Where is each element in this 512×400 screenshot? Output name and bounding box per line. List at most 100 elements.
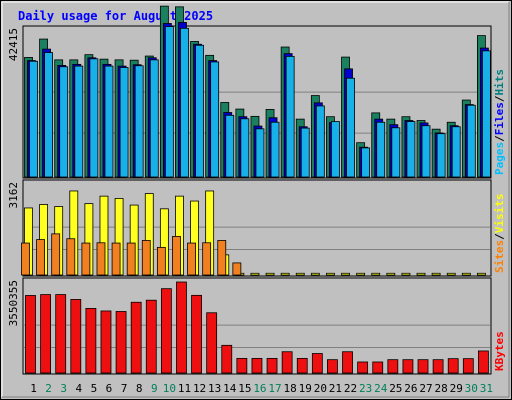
bar-hits-pages-3 [59, 66, 69, 178]
bar-kbytes-kbytes-12 [191, 294, 202, 374]
bar-visits-visits-21 [326, 272, 335, 276]
bar-visits-sites-15 [232, 262, 242, 276]
bar-hits-pages-27 [421, 125, 431, 178]
x-tick-label-15: 15 [238, 382, 251, 395]
x-tick-label-30: 30 [465, 382, 478, 395]
chart-panels: 42415Pages/Files/Hits3162Sites/Visits355… [7, 5, 506, 375]
x-tick-label-31: 31 [480, 382, 493, 395]
x-tick-label-28: 28 [434, 382, 447, 395]
bar-kbytes-kbytes-19 [296, 357, 308, 374]
bar-hits-pages-20 [315, 105, 325, 178]
bar-visits-visits-31 [477, 272, 486, 276]
legend-item-hits: Hits [493, 69, 506, 96]
ymax-label-kbytes: 3550355 [7, 280, 20, 326]
bar-hits-pages-2 [44, 52, 53, 178]
bar-hits-pages-14 [225, 114, 235, 178]
legend-visits: Sites/Visits [493, 194, 506, 274]
bar-kbytes-kbytes-11 [176, 281, 187, 374]
bar-visits-sites-3 [51, 233, 61, 276]
bar-hits-pages-10 [164, 26, 174, 178]
bar-visits-sites-6 [96, 242, 106, 276]
bar-kbytes-kbytes-10 [160, 288, 172, 374]
bar-visits-visits-19 [295, 272, 305, 276]
bar-kbytes-kbytes-9 [145, 299, 157, 374]
bar-hits-pages-23 [361, 147, 371, 178]
x-tick-label-14: 14 [223, 382, 237, 395]
bar-visits-sites-10 [156, 246, 166, 276]
bar-hits-pages-4 [74, 65, 84, 178]
bar-hits-pages-30 [466, 104, 476, 178]
bar-kbytes-kbytes-14 [221, 344, 233, 374]
legend-item-visits: Visits [493, 194, 506, 234]
bar-hits-pages-6 [104, 65, 114, 178]
bar-kbytes-kbytes-22 [342, 351, 353, 374]
bar-visits-sites-5 [81, 242, 91, 276]
bar-kbytes-kbytes-20 [311, 353, 323, 374]
bar-kbytes-kbytes-3 [55, 294, 67, 374]
bar-kbytes-kbytes-21 [327, 359, 338, 374]
x-tick-label-10: 10 [163, 382, 176, 395]
bar-hits-pages-13 [210, 61, 220, 178]
x-tick-label-8: 8 [136, 382, 143, 395]
x-tick-label-29: 29 [450, 382, 463, 395]
bar-hits-pages-8 [134, 65, 144, 178]
legend-separator: / [493, 135, 506, 142]
bar-visits-sites-12 [187, 242, 196, 276]
bar-visits-sites-14 [217, 240, 227, 276]
bar-visits-visits-18 [280, 272, 290, 276]
panel-kbytes: 3550355 KBytes [7, 277, 506, 375]
bar-kbytes-kbytes-4 [70, 299, 82, 374]
bar-visits-visits-22 [341, 272, 350, 276]
x-tick-label-1: 1 [30, 382, 37, 395]
bar-visits-visits-17 [265, 272, 275, 276]
bar-visits-visits-26 [401, 272, 411, 276]
bar-hits-pages-15 [240, 118, 250, 178]
x-tick-label-6: 6 [106, 382, 113, 395]
bar-kbytes-kbytes-7 [115, 311, 127, 374]
bar-visits-visits-25 [386, 272, 396, 276]
bar-kbytes-kbytes-25 [387, 359, 399, 374]
legend-item-kbytes: KBytes [493, 331, 506, 371]
bar-visits-sites-9 [141, 240, 151, 276]
bar-hits-pages-22 [346, 77, 355, 178]
x-tick-label-27: 27 [419, 382, 432, 395]
x-tick-label-17: 17 [268, 382, 281, 395]
bar-visits-sites-11 [172, 236, 181, 276]
bar-visits-visits-28 [431, 272, 441, 276]
legend-item-pages: Pages [493, 142, 506, 175]
x-axis-labels: 1 2 3 4 5 6 7 8 9 10 11 12 13 14 15 16 17 18 19 20 21 22 23 24 2… [30, 382, 493, 395]
bar-kbytes-kbytes-18 [281, 351, 293, 374]
x-tick-label-20: 20 [314, 382, 327, 395]
bar-hits-pages-24 [376, 121, 386, 178]
x-tick-label-22: 22 [344, 382, 357, 395]
bar-kbytes-kbytes-30 [462, 358, 474, 374]
bar-hits-pages-26 [406, 121, 416, 178]
bar-hits-pages-12 [195, 44, 204, 178]
x-tick-label-19: 19 [299, 382, 312, 395]
bar-hits-pages-19 [300, 127, 310, 178]
bar-kbytes-kbytes-2 [40, 294, 51, 374]
legend-separator: / [493, 95, 506, 102]
x-tick-label-18: 18 [284, 382, 297, 395]
bar-kbytes-kbytes-29 [447, 358, 459, 374]
bar-hits-pages-1 [29, 60, 38, 178]
bar-kbytes-kbytes-17 [266, 357, 278, 374]
bar-kbytes-kbytes-1 [25, 295, 36, 374]
bar-hits-pages-17 [270, 121, 280, 178]
bar-hits-pages-29 [451, 126, 461, 178]
legend-separator: / [493, 233, 506, 240]
bar-visits-visits-27 [416, 272, 426, 276]
x-tick-label-12: 12 [193, 382, 206, 395]
x-tick-label-4: 4 [75, 382, 82, 395]
legend-item-files: Files [493, 102, 506, 135]
x-tick-label-7: 7 [121, 382, 128, 395]
legend-hits: Pages/Files/Hits [493, 69, 506, 175]
bar-hits-pages-25 [391, 127, 401, 178]
bar-kbytes-kbytes-27 [417, 359, 429, 374]
x-tick-label-26: 26 [404, 382, 417, 395]
legend-item-sites: Sites [493, 240, 506, 273]
bar-hits-pages-16 [255, 128, 265, 178]
bar-hits-pages-7 [119, 67, 129, 178]
bar-hits-pages-5 [89, 58, 99, 178]
